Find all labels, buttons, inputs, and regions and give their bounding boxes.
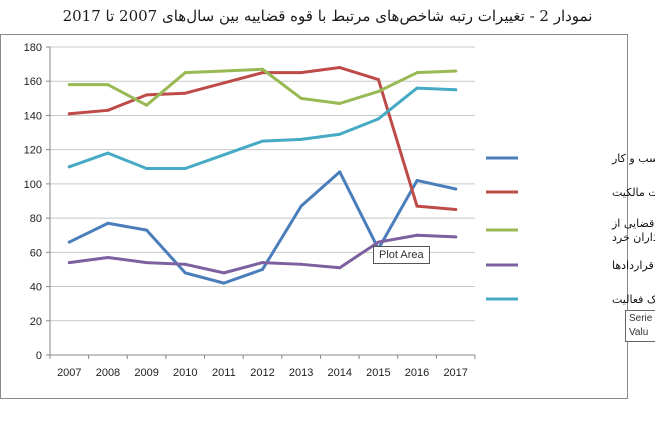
data-point[interactable] bbox=[68, 165, 71, 168]
x-tick-label: 2013 bbox=[289, 367, 313, 379]
data-point[interactable] bbox=[261, 268, 264, 271]
y-tick-label: 140 bbox=[24, 110, 42, 122]
legend-label-0[interactable]: سهولت شروع کسب و کار bbox=[611, 152, 655, 165]
x-tick-label: 2007 bbox=[57, 367, 81, 379]
data-point[interactable] bbox=[145, 93, 148, 96]
data-point[interactable] bbox=[145, 167, 148, 170]
data-point[interactable] bbox=[416, 87, 419, 90]
x-tick-label: 2011 bbox=[212, 367, 236, 379]
data-point[interactable] bbox=[338, 102, 341, 105]
data-point[interactable] bbox=[145, 104, 148, 107]
data-point[interactable] bbox=[454, 235, 457, 238]
legend-label-4[interactable]: انحلال یک فعالیت bbox=[612, 293, 655, 306]
data-point[interactable] bbox=[68, 241, 71, 244]
data-point[interactable] bbox=[222, 69, 225, 72]
data-point[interactable] bbox=[454, 208, 457, 211]
series-line-1[interactable] bbox=[69, 68, 455, 210]
series-line-0[interactable] bbox=[69, 172, 455, 283]
data-point[interactable] bbox=[377, 241, 380, 244]
y-tick-label: 80 bbox=[30, 213, 42, 225]
data-point[interactable] bbox=[106, 83, 109, 86]
data-point[interactable] bbox=[184, 167, 187, 170]
y-tick-label: 20 bbox=[30, 316, 42, 328]
data-point[interactable] bbox=[338, 266, 341, 269]
data-point[interactable] bbox=[416, 234, 419, 237]
data-point[interactable] bbox=[222, 81, 225, 84]
y-tick-label: 0 bbox=[36, 350, 42, 362]
data-point[interactable] bbox=[222, 271, 225, 274]
x-tick-label: 2016 bbox=[405, 367, 429, 379]
line-chart[interactable]: 0 20 40 60 80 100 120 140 160 180 2007 2008 2009 201… bbox=[0, 0, 655, 441]
x-tick-label: 2014 bbox=[328, 367, 352, 379]
x-tick-label: 2015 bbox=[366, 367, 390, 379]
y-tick-label: 160 bbox=[24, 76, 42, 88]
series-line-2[interactable] bbox=[69, 69, 455, 105]
data-point[interactable] bbox=[300, 205, 303, 208]
y-tick-label: 100 bbox=[24, 179, 42, 191]
data-point[interactable] bbox=[184, 71, 187, 74]
data-point[interactable] bbox=[184, 263, 187, 266]
x-axis-ticks: 2007 2008 2009 2010 2011 2012 2013 2014 2015 2016… bbox=[50, 355, 475, 379]
data-point[interactable] bbox=[377, 78, 380, 81]
data-point[interactable] bbox=[300, 263, 303, 266]
data-point[interactable] bbox=[184, 271, 187, 274]
data-point[interactable] bbox=[68, 261, 71, 264]
x-tick-label: 2008 bbox=[96, 367, 120, 379]
legend-label-3[interactable]: اجرای قراردادها bbox=[612, 259, 655, 272]
x-tick-label: 2017 bbox=[443, 367, 467, 379]
data-point[interactable] bbox=[300, 97, 303, 100]
y-tick-label: 120 bbox=[24, 145, 42, 157]
data-point[interactable] bbox=[454, 88, 457, 91]
data-point[interactable] bbox=[454, 69, 457, 72]
data-point[interactable] bbox=[68, 83, 71, 86]
y-axis-ticks: 0 20 40 60 80 100 120 140 160 180 bbox=[24, 42, 50, 362]
data-point[interactable] bbox=[106, 256, 109, 259]
data-point[interactable] bbox=[377, 117, 380, 120]
legend: سهولت شروع کسب و کار ثبت مالکیت حمایت قضای… bbox=[486, 152, 655, 306]
data-point[interactable] bbox=[145, 229, 148, 232]
data-point[interactable] bbox=[416, 179, 419, 182]
data-point[interactable] bbox=[416, 71, 419, 74]
series-tooltip-line-2: Valu bbox=[629, 326, 655, 340]
data-point[interactable] bbox=[222, 153, 225, 156]
data-point[interactable] bbox=[338, 66, 341, 69]
data-point[interactable] bbox=[184, 92, 187, 95]
y-tick-label: 60 bbox=[30, 247, 42, 259]
series-tooltip-line-1: Serie bbox=[629, 312, 655, 326]
plot-area-tooltip: Plot Area bbox=[373, 246, 430, 264]
x-tick-label: 2009 bbox=[134, 367, 158, 379]
series-tooltip: Serie Valu bbox=[625, 310, 655, 342]
data-point[interactable] bbox=[106, 109, 109, 112]
data-point[interactable] bbox=[68, 112, 71, 115]
data-point[interactable] bbox=[338, 133, 341, 136]
data-point[interactable] bbox=[377, 90, 380, 93]
y-tick-label: 40 bbox=[30, 282, 42, 294]
y-tick-label: 180 bbox=[24, 42, 42, 54]
data-point[interactable] bbox=[338, 170, 341, 173]
data-point[interactable] bbox=[300, 138, 303, 141]
data-point[interactable] bbox=[222, 282, 225, 285]
x-tick-label: 2010 bbox=[173, 367, 197, 379]
data-point[interactable] bbox=[106, 152, 109, 155]
x-tick-label: 2012 bbox=[250, 367, 274, 379]
legend-label-1[interactable]: ثبت مالکیت bbox=[612, 186, 655, 199]
data-point[interactable] bbox=[106, 222, 109, 225]
data-point[interactable] bbox=[261, 140, 264, 143]
data-point[interactable] bbox=[261, 68, 264, 71]
legend-label-2[interactable]: حمایت قضایی ازسرمایه گذاران خرد bbox=[611, 217, 655, 244]
data-point[interactable] bbox=[454, 188, 457, 191]
data-point[interactable] bbox=[300, 71, 303, 74]
series-line-4[interactable] bbox=[69, 88, 455, 168]
data-point[interactable] bbox=[145, 261, 148, 264]
data-point[interactable] bbox=[261, 261, 264, 264]
data-point[interactable] bbox=[416, 205, 419, 208]
